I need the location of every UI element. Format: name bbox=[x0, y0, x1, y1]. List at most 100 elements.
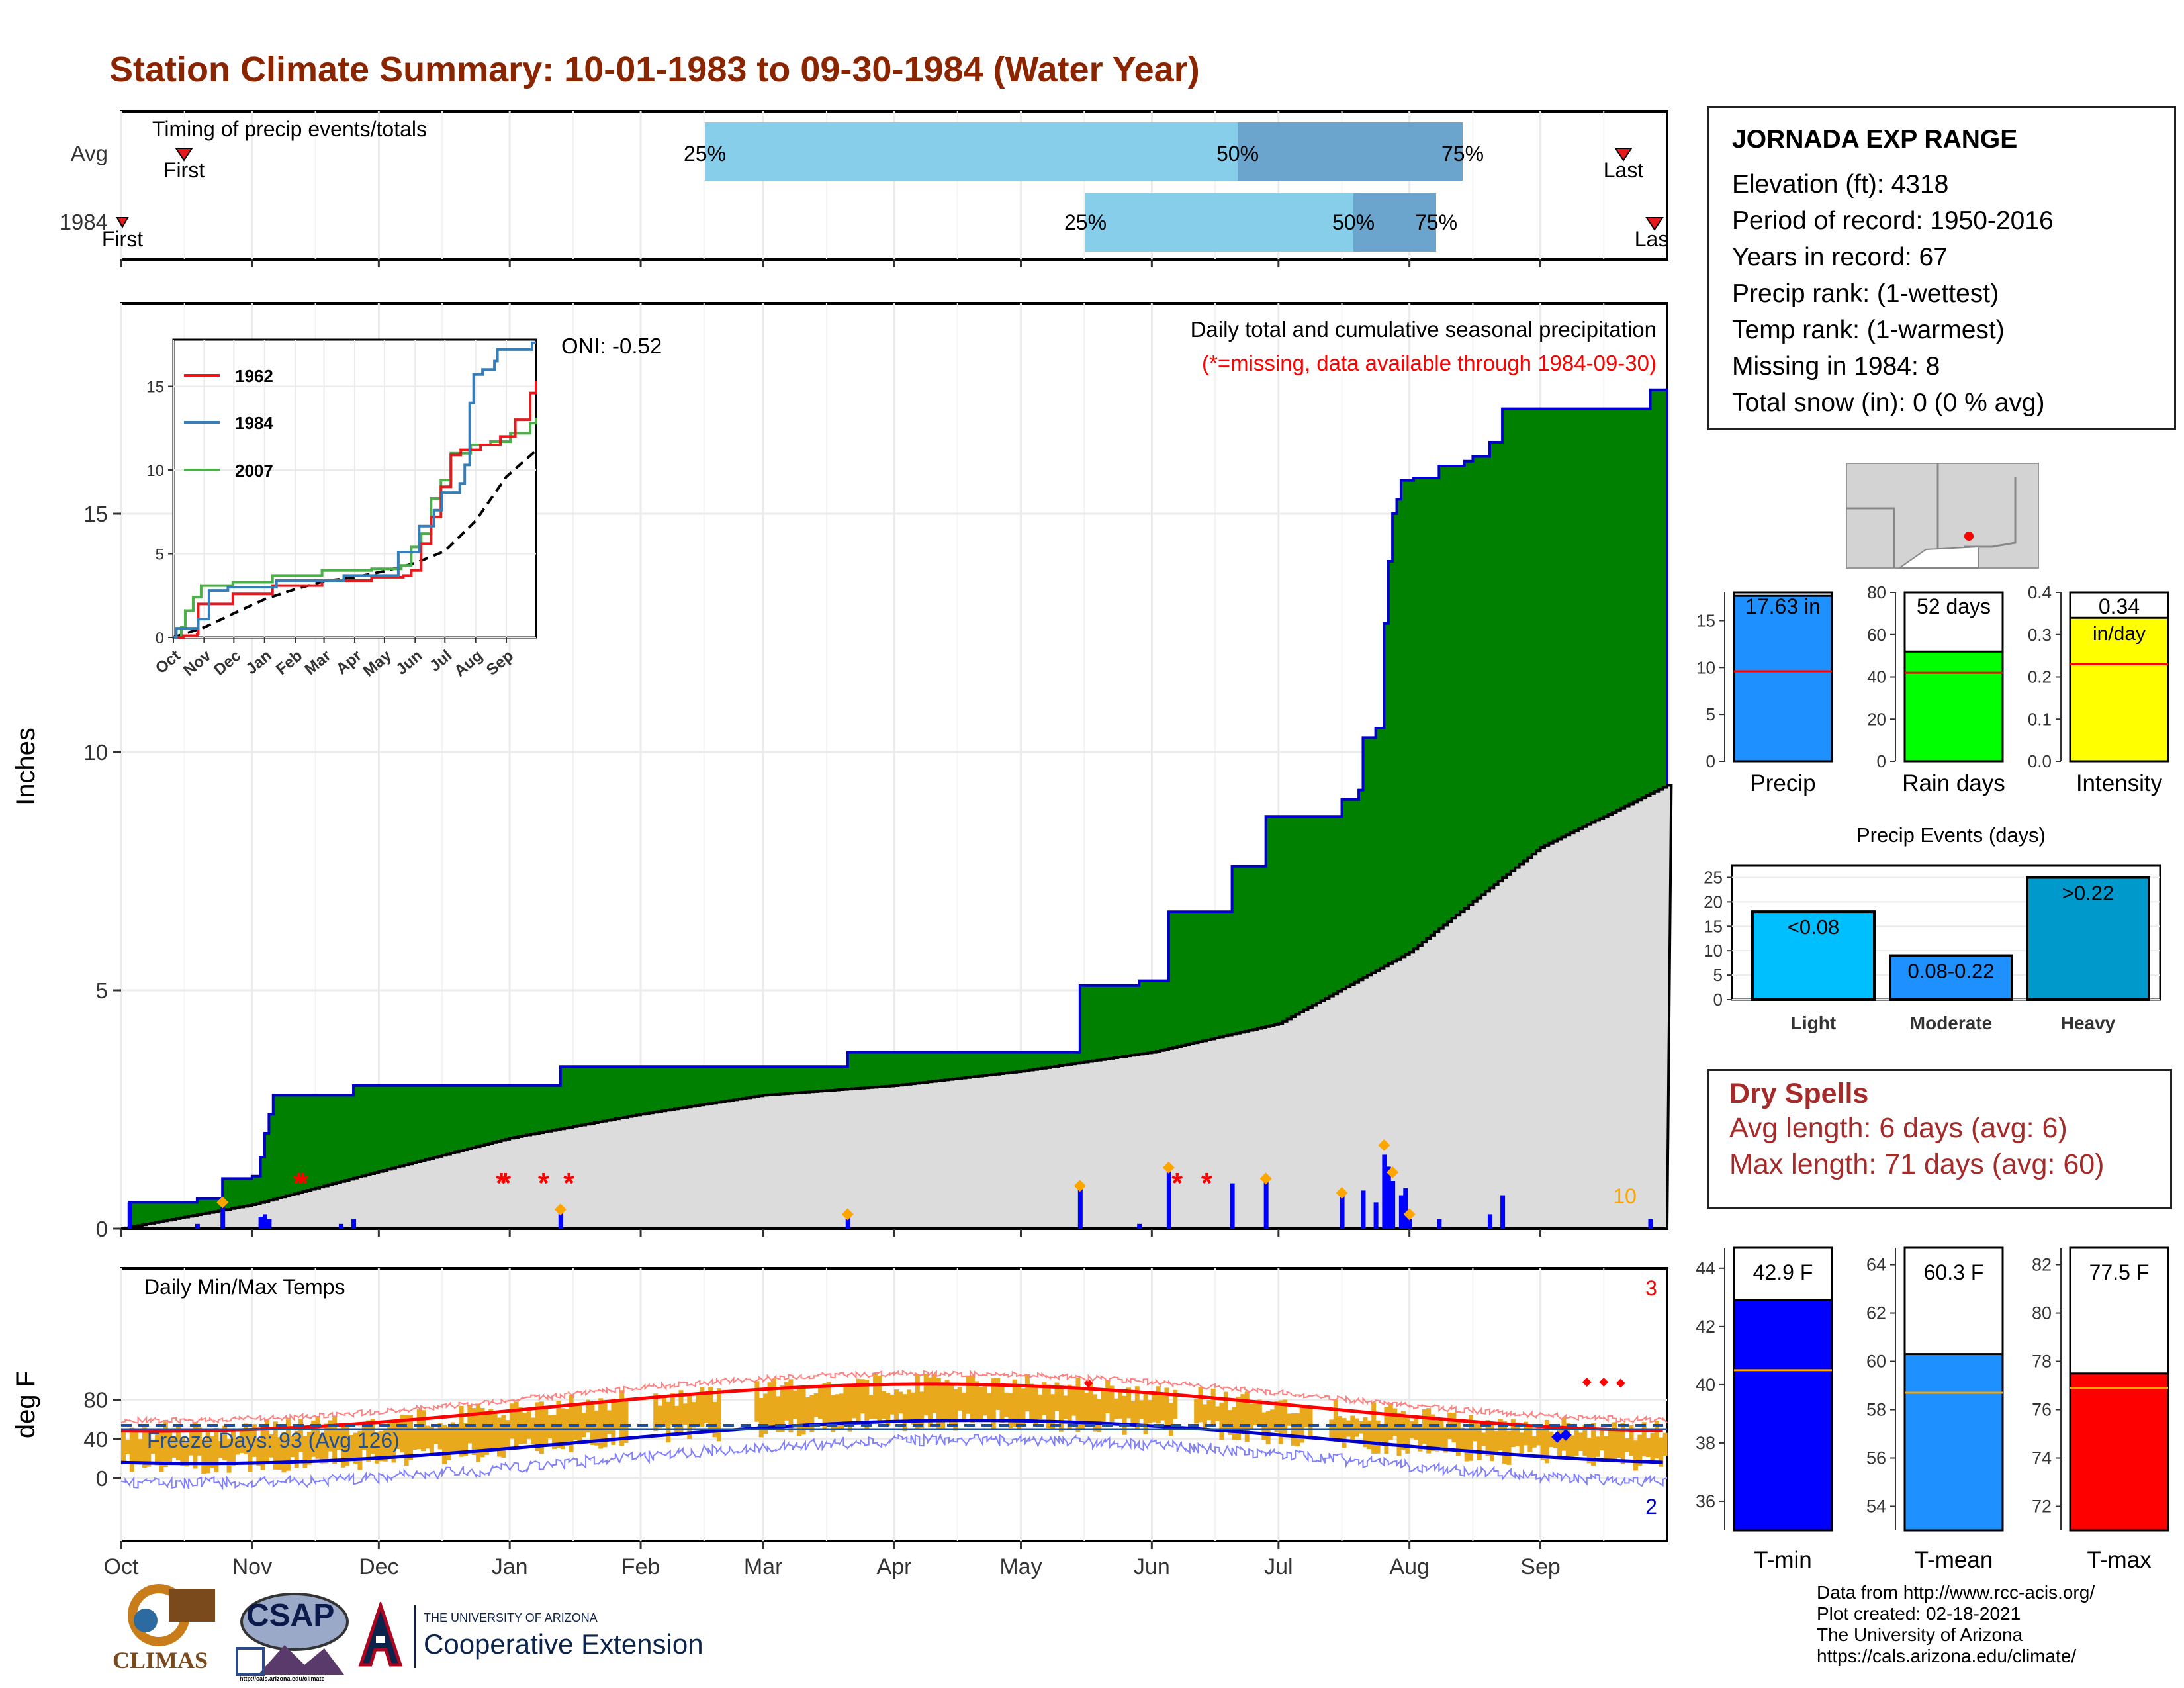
tmax-summary-value-label: 77.5 F bbox=[2089, 1260, 2150, 1284]
daily-temp-bar bbox=[1633, 1440, 1638, 1471]
daily-temp-bar bbox=[1451, 1412, 1457, 1443]
daily-temp-bar bbox=[1489, 1421, 1494, 1462]
daily-precip-bar bbox=[1487, 1214, 1492, 1229]
daily-precip-bar bbox=[1437, 1219, 1442, 1229]
daily-temp-bar bbox=[142, 1427, 147, 1468]
daily-precip-bar bbox=[338, 1223, 343, 1229]
tmean-summary-label: T-mean bbox=[1915, 1547, 1993, 1573]
tmin-summary-value-label: 42.9 F bbox=[1753, 1260, 1813, 1284]
timing-row-year: 1984 bbox=[60, 210, 108, 234]
daily-temp-bar bbox=[1156, 1386, 1161, 1424]
events-tick-label: 25 bbox=[1704, 867, 1723, 887]
daily-temp-bar bbox=[813, 1393, 819, 1417]
events-category-label: Light bbox=[1791, 1013, 1836, 1033]
daily-temp-bar bbox=[700, 1387, 705, 1427]
daily-temp-bar bbox=[446, 1427, 451, 1461]
daily-precip-bar bbox=[1077, 1186, 1083, 1229]
missing-day-star: * bbox=[538, 1167, 550, 1199]
daily-temp-bar bbox=[864, 1380, 870, 1430]
daily-temp-bar bbox=[248, 1430, 253, 1472]
missing-day-star: * bbox=[563, 1167, 575, 1199]
daily-temp-bar bbox=[510, 1403, 515, 1439]
daily-temp-bar bbox=[1130, 1401, 1136, 1426]
daily-temp-bar bbox=[244, 1423, 249, 1454]
daily-temp-bar bbox=[340, 1425, 345, 1468]
daily-temp-bar bbox=[1515, 1422, 1520, 1446]
daily-temp-bar bbox=[1219, 1402, 1224, 1440]
daily-temp-bar bbox=[877, 1375, 882, 1421]
daily-temp-bar bbox=[881, 1391, 886, 1419]
record-high-count: 3 bbox=[1645, 1276, 1657, 1300]
daily-temp-bar bbox=[1210, 1388, 1216, 1427]
daily-temp-bar bbox=[315, 1416, 320, 1459]
daily-temp-bar bbox=[860, 1379, 865, 1414]
timing-panel: Timing of precip events/totals Avg 1984 … bbox=[60, 110, 1675, 267]
daily-temp-bar bbox=[767, 1382, 772, 1427]
daily-temp-bar bbox=[412, 1430, 418, 1450]
month-label-aug: Aug bbox=[1389, 1554, 1430, 1579]
daily-temp-bar bbox=[171, 1436, 177, 1458]
daily-temp-bar bbox=[856, 1378, 861, 1422]
daily-temp-bar bbox=[357, 1430, 363, 1470]
daily-temp-bar bbox=[1304, 1406, 1309, 1428]
precip-ytick-label: 5 bbox=[96, 978, 108, 1003]
daily-precip-bar bbox=[351, 1219, 357, 1229]
month-label-dec: Dec bbox=[359, 1554, 398, 1579]
daily-temp-bar bbox=[535, 1402, 540, 1452]
daily-temp-bar bbox=[606, 1410, 612, 1434]
daily-temp-bar bbox=[319, 1434, 324, 1464]
daily-temp-bar bbox=[1481, 1432, 1486, 1446]
events-tick-label: 10 bbox=[1704, 941, 1723, 961]
credit-line-1: Data from http://www.rcc-acis.org/ bbox=[1817, 1582, 2095, 1603]
record-low-marker bbox=[1551, 1430, 1564, 1443]
raindays-summary-value-label: 52 days bbox=[1917, 594, 1991, 618]
daily-temp-bar bbox=[687, 1395, 692, 1439]
daily-temp-bar bbox=[902, 1394, 907, 1432]
ua-logo: THE UNIVERSITY OF ARIZONA Cooperative Ex… bbox=[357, 1602, 741, 1675]
page-title: Station Climate Summary: 10-01-1983 to 0… bbox=[109, 50, 1200, 89]
daily-temp-bar bbox=[847, 1385, 852, 1432]
daily-precip-bar bbox=[1407, 1219, 1412, 1229]
inset-chart: 1962 1984 2007 051015OctNovDecJanFebMarA… bbox=[146, 338, 537, 680]
tmax-summary-tick-label: 78 bbox=[2032, 1352, 2052, 1372]
daily-temp-bar bbox=[1388, 1403, 1393, 1440]
avg-precip-area bbox=[121, 784, 1673, 1230]
raindays-summary-tick-label: 0 bbox=[1877, 751, 1886, 771]
daily-temp-bar bbox=[484, 1411, 489, 1455]
tmin-summary-label: T-min bbox=[1754, 1547, 1812, 1573]
missing-day-star: * bbox=[1201, 1167, 1213, 1199]
daily-temp-bar bbox=[932, 1374, 937, 1413]
daily-temp-bar bbox=[674, 1405, 680, 1432]
year-p25-p50-bar bbox=[1085, 193, 1353, 252]
daily-temp-bar bbox=[497, 1417, 502, 1457]
precip-summary-bar bbox=[1733, 594, 1833, 763]
tmax-summary-tick-label: 72 bbox=[2032, 1497, 2052, 1517]
daily-temp-bar bbox=[1134, 1386, 1140, 1429]
daily-temp-bar bbox=[324, 1423, 329, 1464]
year-last-label: Last bbox=[1635, 227, 1675, 251]
daily-temp-bar bbox=[1058, 1385, 1064, 1432]
daily-temp-bar bbox=[1029, 1383, 1034, 1421]
daily-temp-bar bbox=[1477, 1424, 1482, 1461]
daily-temp-bar bbox=[962, 1392, 967, 1422]
daily-temp-bar bbox=[1173, 1389, 1178, 1419]
daily-temp-bar bbox=[852, 1385, 857, 1419]
tmin-summary-bar bbox=[1733, 1299, 1833, 1532]
inset-line-1984 bbox=[173, 341, 536, 639]
daily-temp-bar bbox=[1038, 1394, 1042, 1420]
heavy-event-marker bbox=[1073, 1180, 1086, 1192]
daily-temp-bar bbox=[1536, 1425, 1541, 1446]
avg-last-label: Last bbox=[1604, 158, 1644, 182]
heavy-event-marker bbox=[841, 1208, 854, 1221]
daily-temp-bar bbox=[792, 1390, 797, 1419]
tmean-summary-tick-label: 62 bbox=[1866, 1303, 1886, 1323]
daily-temp-bar bbox=[1342, 1418, 1347, 1448]
events-category-label: Moderate bbox=[1910, 1013, 1992, 1033]
tmean-summary-tick-label: 56 bbox=[1866, 1448, 1886, 1468]
record-low-marker bbox=[1559, 1429, 1572, 1441]
daily-precip-bar bbox=[258, 1217, 263, 1229]
temp-ytick-label: 80 bbox=[83, 1388, 108, 1413]
year-p50-p75-bar bbox=[1353, 193, 1436, 252]
daily-temp-bar bbox=[1430, 1414, 1435, 1452]
ua-small-text: THE UNIVERSITY OF ARIZONA bbox=[424, 1611, 598, 1624]
